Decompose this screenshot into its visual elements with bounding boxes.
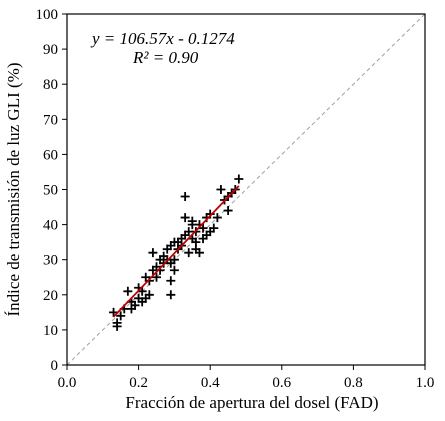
data-point [152, 272, 161, 282]
x-tick-label: 0.2 [129, 375, 148, 391]
x-axis-title: Fracción de apertura del dosel (FAD) [125, 393, 378, 412]
y-tick-label: 90 [43, 42, 58, 58]
y-tick-label: 100 [36, 7, 59, 23]
y-axis-title: Índice de transmisión de luz GLI (%) [4, 63, 23, 317]
y-tick-label: 20 [43, 288, 58, 304]
x-tick-label: 0.0 [58, 375, 77, 391]
fit-line [112, 185, 240, 318]
y-tick-label: 0 [51, 358, 59, 374]
x-axis-ticks: 0.0 0.2 0.4 0.6 0.8 1.0 [58, 365, 435, 391]
data-point [198, 223, 208, 233]
y-tick-label: 80 [43, 77, 58, 93]
y-tick-label: 40 [43, 218, 58, 234]
y-tick-label: 50 [43, 183, 58, 199]
y-axis-ticks: 0 10 20 30 40 50 60 70 80 90 100 [36, 7, 67, 374]
data-point [144, 276, 154, 286]
data-point [109, 307, 119, 317]
y-tick-label: 10 [43, 323, 58, 339]
y-tick-label: 70 [43, 112, 58, 128]
fit-line-layer [112, 185, 240, 318]
x-tick-label: 0.6 [272, 375, 291, 391]
data-point [130, 300, 140, 310]
data-point [144, 290, 154, 300]
data-point [184, 248, 194, 258]
data-point [212, 213, 222, 223]
data-point [112, 321, 122, 331]
data-point [169, 255, 179, 265]
data-point [209, 223, 219, 233]
data-point [180, 192, 190, 202]
data-points-layer [109, 174, 244, 331]
regression-equation: y = 106.57x - 0.1274 [90, 29, 235, 48]
data-point [169, 265, 179, 275]
data-point [187, 216, 197, 226]
y-tick-label: 60 [43, 147, 58, 163]
x-tick-label: 1.0 [416, 375, 435, 391]
data-point [180, 213, 190, 223]
r-squared-label: R² = 0.90 [132, 48, 199, 67]
data-point [148, 248, 158, 258]
data-point [166, 290, 176, 300]
data-point [116, 311, 126, 321]
data-point [194, 248, 204, 258]
x-tick-label: 0.8 [344, 375, 363, 391]
data-point [234, 174, 244, 184]
data-point [191, 237, 201, 247]
y-tick-label: 30 [43, 253, 58, 269]
data-point [166, 276, 176, 286]
data-point [216, 185, 226, 194]
x-tick-label: 0.4 [201, 375, 220, 391]
data-point [223, 206, 233, 216]
data-point [123, 286, 133, 296]
